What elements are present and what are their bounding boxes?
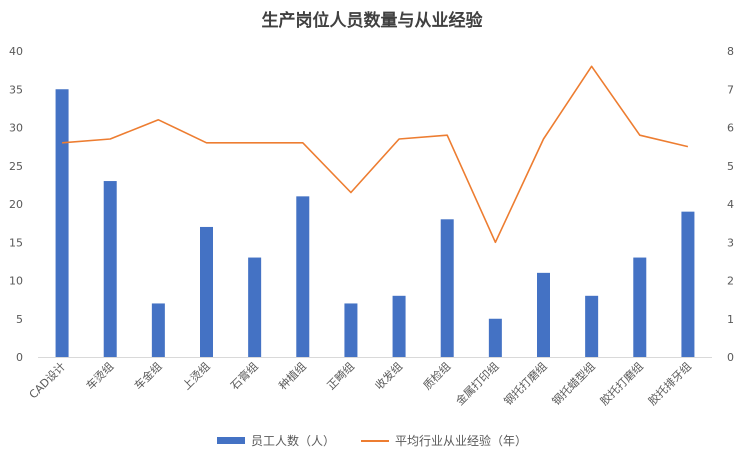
x-tick-label: 胶托打磨组 bbox=[597, 359, 646, 408]
bar bbox=[633, 257, 647, 357]
y-left-tick-label: 40 bbox=[9, 45, 23, 58]
y-right-tick-label: 0 bbox=[727, 351, 734, 364]
legend-label-bars: 员工人数（人） bbox=[250, 434, 335, 448]
x-tick-labels: CAD设计 车烫组 车金组 上烫组 石膏组 种植组 正畸组 收发组 质检组 金属打印组 钢托打磨组钢… bbox=[27, 359, 694, 408]
legend-swatch-bars bbox=[216, 437, 245, 444]
bar bbox=[440, 219, 454, 357]
y-left-tick-label: 10 bbox=[9, 275, 23, 288]
x-tick-label: 正畸组 bbox=[324, 359, 357, 392]
y-right-tick-label: 3 bbox=[727, 236, 734, 249]
legend-item-line: 平均行业从业经验（年） bbox=[361, 432, 527, 449]
bar bbox=[55, 89, 69, 357]
y-right-tick-label: 5 bbox=[727, 160, 734, 173]
y-left-tick-label: 0 bbox=[16, 351, 23, 364]
x-tick-label: 收发组 bbox=[372, 359, 405, 392]
y-right-tick-label: 7 bbox=[727, 83, 734, 96]
bar bbox=[537, 272, 550, 357]
bar bbox=[392, 295, 406, 357]
x-tick-label: 种植组 bbox=[276, 359, 309, 392]
x-tick-label: 胶托排牙组 bbox=[645, 359, 694, 408]
bar bbox=[681, 211, 695, 357]
y-left-tick-label: 25 bbox=[9, 160, 23, 173]
x-tick-label: 上烫组 bbox=[179, 359, 212, 392]
legend: 员工人数（人） 平均行业从业经验（年） bbox=[0, 432, 744, 449]
x-tick-label: 钢托蜡型组 bbox=[549, 359, 598, 408]
y-left-tick-label: 5 bbox=[16, 313, 23, 326]
x-tick-label: 质检组 bbox=[420, 359, 453, 392]
line-group bbox=[62, 65, 689, 244]
legend-label-line: 平均行业从业经验（年） bbox=[395, 434, 528, 448]
y-left-tick-label: 35 bbox=[9, 83, 23, 96]
x-tick-label: 车烫组 bbox=[83, 359, 116, 392]
y-right-tick-label: 8 bbox=[727, 45, 734, 58]
axes-group: 0 5 10 15 20 25 30 35 40 0 1 2 3 4 5 6 7 8 bbox=[9, 45, 734, 364]
y-right-tick-label: 6 bbox=[727, 122, 734, 135]
x-tick-label: 石膏组 bbox=[228, 359, 261, 392]
chart-title: 生产岗位人员数量与从业经验 bbox=[261, 11, 483, 31]
bar bbox=[248, 257, 262, 357]
x-tick-label: 金属打印组 bbox=[453, 359, 502, 408]
y-right-tick-label: 2 bbox=[727, 275, 734, 288]
bar bbox=[488, 318, 502, 357]
y-left-tick-label: 15 bbox=[9, 236, 23, 249]
x-tick-label: 车金组 bbox=[131, 359, 164, 392]
experience-line bbox=[62, 65, 689, 244]
y-right-tick-label: 1 bbox=[727, 313, 734, 326]
legend-item-bars: 员工人数（人） bbox=[216, 432, 335, 449]
y-right-tick-label: 4 bbox=[727, 198, 734, 211]
y-left-tick-label: 30 bbox=[9, 122, 23, 135]
x-tick-label: 钢托打磨组 bbox=[501, 359, 550, 408]
y-left-tick-label: 20 bbox=[9, 198, 23, 211]
bar bbox=[151, 303, 165, 357]
bar bbox=[296, 196, 310, 357]
bar bbox=[585, 295, 599, 357]
bar bbox=[344, 303, 358, 357]
bar bbox=[200, 226, 213, 357]
x-tick-label: CAD设计 bbox=[27, 360, 68, 401]
bar bbox=[103, 181, 117, 357]
legend-swatch-line bbox=[361, 439, 389, 442]
bars-group bbox=[55, 89, 695, 357]
